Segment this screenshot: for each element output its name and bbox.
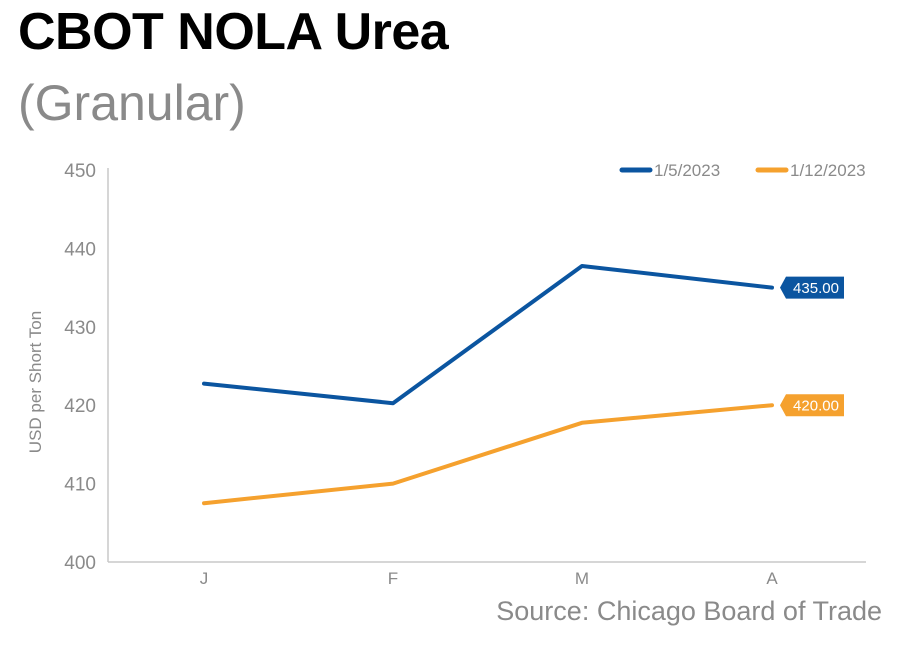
x-tick-label: J xyxy=(200,569,209,588)
end-value-label: 420.00 xyxy=(780,394,844,417)
legend: 1/5/2023 1/12/2023 xyxy=(619,161,866,180)
y-tick-label: 440 xyxy=(64,239,96,260)
y-axis-label: USD per Short Ton xyxy=(26,311,45,453)
chart-title: CBOT NOLA Urea xyxy=(18,3,449,61)
series-lines xyxy=(202,264,774,506)
y-tick-label: 400 xyxy=(64,553,96,574)
legend-label: 1/12/2023 xyxy=(790,161,866,180)
y-axis-ticks: 400 410 420 430 440 450 xyxy=(64,161,96,574)
source-note: Source: Chicago Board of Trade xyxy=(496,596,882,626)
x-tick-label: F xyxy=(388,569,398,588)
end-label-text: 435.00 xyxy=(793,280,839,297)
x-tick-label: M xyxy=(575,569,589,588)
series-line xyxy=(202,264,774,406)
end-labels: 435.00 420.00 xyxy=(780,276,844,417)
chart-subtitle: (Granular) xyxy=(18,75,246,131)
y-tick-label: 420 xyxy=(64,396,96,417)
legend-item: 1/5/2023 xyxy=(619,161,720,180)
series-line xyxy=(202,403,774,506)
y-tick-label: 410 xyxy=(64,475,96,496)
legend-item: 1/12/2023 xyxy=(755,161,866,180)
end-label-badge xyxy=(780,394,844,417)
end-label-text: 420.00 xyxy=(793,398,839,415)
end-value-label: 435.00 xyxy=(780,276,844,299)
chart-axes xyxy=(107,168,866,563)
legend-label: 1/5/2023 xyxy=(654,161,720,180)
y-tick-label: 430 xyxy=(64,318,96,339)
y-tick-label: 450 xyxy=(64,161,96,182)
end-label-badge xyxy=(780,276,844,299)
x-tick-label: A xyxy=(766,569,778,588)
